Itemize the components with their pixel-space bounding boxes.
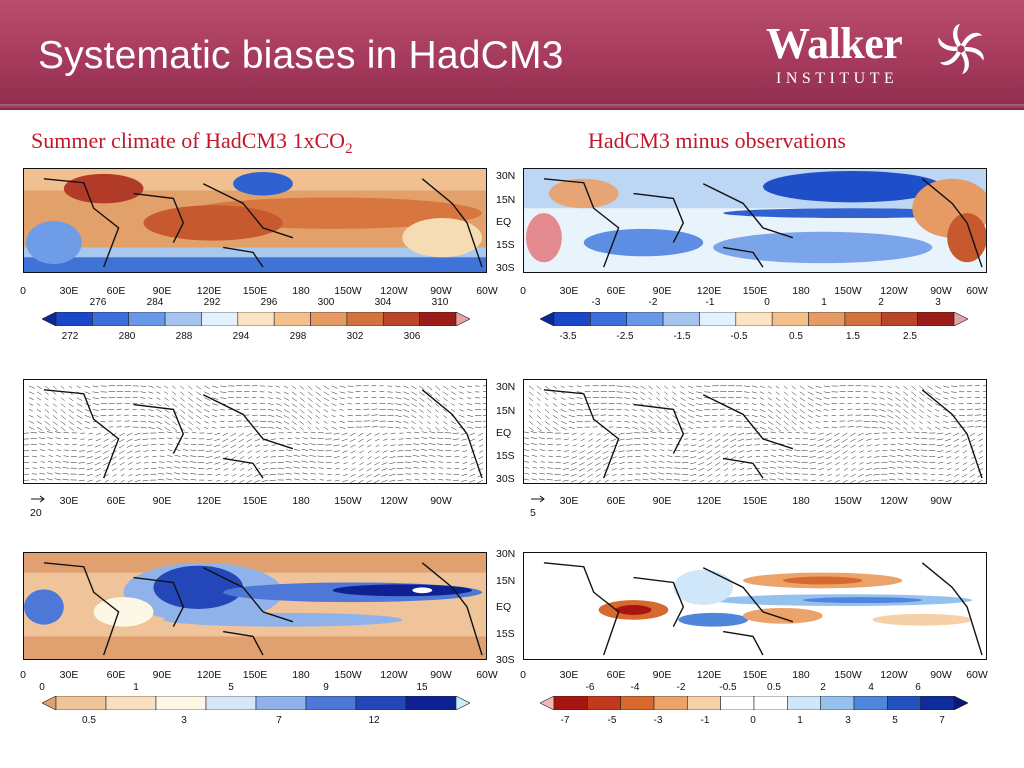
- slide-title: Systematic biases in HadCM3: [38, 34, 564, 77]
- colorbar-swatch: [620, 696, 655, 710]
- precipitation-lon-labels: 0 30E 60E 90E 120E 150E 180 150W 120W 90…: [20, 669, 498, 681]
- colorbar-swatch: [953, 312, 968, 326]
- colorbar-swatch: [844, 312, 882, 326]
- temperature-bias-colorbar: [540, 312, 968, 326]
- walker-institute-logo: Walker INSTITUTE: [766, 18, 996, 94]
- wind-reference-vector: 20: [30, 494, 46, 519]
- colorbar-swatch: [405, 696, 457, 710]
- precipitation-bias-map: [523, 552, 987, 660]
- colorbar-swatch: [887, 696, 921, 710]
- wind-bias-lon-labels: 30E 60E 90E 120E 150E 180 150W 120W 90W: [559, 495, 952, 507]
- colorbar-swatch: [626, 312, 664, 326]
- colorbar-swatch: [853, 696, 888, 710]
- colorbar-swatch: [587, 696, 621, 710]
- colorbar-swatch: [820, 696, 855, 710]
- precipitation-bias-lon-labels: 0 30E 60E 90E 120E 150E 180 150W 120W 90…: [520, 669, 988, 681]
- wind-lat-labels: 30N 15N EQ 15S 30S: [496, 381, 516, 485]
- right-column-title: HadCM3 minus observations: [588, 128, 846, 153]
- colorbar-swatch: [880, 312, 918, 326]
- colorbar-swatch: [419, 312, 457, 326]
- colorbar-swatch: [687, 696, 721, 710]
- precipitation-colorbar: [42, 696, 470, 710]
- temperature-bias-colorbar-top-labels: -3 -2 -1 0 1 2 3: [591, 297, 941, 308]
- colorbar-swatch: [42, 312, 57, 326]
- wind-bias-reference-vector: 5: [530, 494, 546, 519]
- temperature-map: [23, 168, 487, 273]
- reference-arrow-icon: [31, 495, 45, 503]
- colorbar-swatch: [540, 696, 555, 710]
- colorbar-swatch: [735, 312, 773, 326]
- colorbar-swatch: [808, 312, 846, 326]
- colorbar-swatch: [382, 312, 420, 326]
- colorbar-swatch: [787, 696, 821, 710]
- temperature-colorbar-bottom-labels: 272 280 288 294 298 302 306: [61, 331, 421, 342]
- precipitation-map: [23, 552, 487, 660]
- colorbar-swatch: [155, 696, 207, 710]
- colorbar-swatch: [653, 696, 688, 710]
- colorbar-swatch: [355, 696, 407, 710]
- colorbar-swatch: [105, 696, 157, 710]
- colorbar-swatch: [55, 312, 93, 326]
- colorbar-swatch: [920, 696, 955, 710]
- colorbar-swatch: [205, 696, 257, 710]
- temperature-lat-labels: 30N 15N EQ 15S 30S: [496, 170, 516, 274]
- colorbar-swatch: [540, 312, 555, 326]
- colorbar-swatch: [42, 696, 57, 710]
- logo-wordmark: Walker: [766, 19, 903, 68]
- reference-arrow-icon: [531, 495, 545, 503]
- colorbar-swatch: [455, 312, 470, 326]
- colorbar-swatch: [771, 312, 809, 326]
- colorbar-swatch: [92, 312, 130, 326]
- colorbar-swatch: [662, 312, 700, 326]
- wind-vector-map: [23, 379, 487, 484]
- colorbar-swatch: [699, 312, 737, 326]
- colorbar-swatch: [305, 696, 357, 710]
- precipitation-bias-colorbar-bottom-labels: -7 -5 -3 -1 0 1 3 5 7: [560, 715, 945, 726]
- precipitation-bias-colorbar-top-labels: -6 -4 -2 -0.5 0.5 2 4 6: [585, 682, 921, 693]
- colorbar-swatch: [753, 696, 788, 710]
- temperature-bias-colorbar-bottom-labels: -3.5 -2.5 -1.5 -0.5 0.5 1.5 2.5: [559, 331, 917, 342]
- colorbar-swatch: [201, 312, 239, 326]
- logo-subtitle: INSTITUTE: [776, 70, 899, 87]
- colorbar-swatch: [590, 312, 628, 326]
- left-column-title: Summer climate of HadCM3 1xCO2: [31, 128, 353, 157]
- colorbar-swatch: [953, 696, 968, 710]
- wind-reference-value: 20: [30, 507, 42, 519]
- temperature-colorbar: [42, 312, 470, 326]
- precipitation-colorbar-top-labels: 0 1 5 9 15: [39, 682, 428, 693]
- temperature-lon-labels: 0 30E 60E 90E 120E 150E 180 150W 120W 90…: [20, 285, 498, 297]
- colorbar-swatch: [310, 312, 348, 326]
- temperature-bias-lon-labels: 0 30E 60E 90E 120E 150E 180 150W 120W 90…: [520, 285, 988, 297]
- temperature-colorbar-top-labels: 276 284 292 296 300 304 310: [89, 297, 449, 308]
- colorbar-swatch: [917, 312, 955, 326]
- colorbar-swatch: [455, 696, 470, 710]
- wind-vectors: [524, 385, 986, 483]
- precipitation-bias-colorbar: [540, 696, 968, 710]
- colorbar-swatch: [237, 312, 275, 326]
- colorbar-swatch: [255, 696, 307, 710]
- slide-header: Systematic biases in HadCM3 Walker INSTI…: [0, 0, 1024, 110]
- wind-bias-vector-map: [523, 379, 987, 484]
- colorbar-swatch: [346, 312, 384, 326]
- colorbar-swatch: [553, 696, 588, 710]
- pinwheel-logo-icon: [938, 23, 984, 75]
- precipitation-colorbar-bottom-labels: 0.5 3 7 12: [82, 715, 380, 726]
- colorbar-swatch: [164, 312, 202, 326]
- precipitation-lat-labels: 30N 15N EQ 15S 30S: [496, 548, 516, 666]
- wind-bias-reference-value: 5: [530, 507, 536, 519]
- colorbar-swatch: [273, 312, 311, 326]
- wind-vectors: [24, 385, 486, 483]
- temperature-bias-map: [523, 168, 987, 273]
- colorbar-swatch: [553, 312, 591, 326]
- wind-lon-labels: 30E 60E 90E 120E 150E 180 150W 120W 90W: [59, 495, 452, 507]
- colorbar-swatch: [55, 696, 107, 710]
- colorbar-swatch: [128, 312, 166, 326]
- colorbar-swatch: [720, 696, 755, 710]
